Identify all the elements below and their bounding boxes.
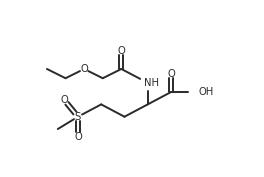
Text: O: O: [167, 69, 175, 79]
Text: O: O: [80, 64, 88, 74]
Text: NH: NH: [144, 78, 159, 88]
Text: OH: OH: [198, 87, 213, 97]
Text: S: S: [75, 112, 81, 122]
Text: O: O: [74, 132, 82, 142]
Text: O: O: [117, 45, 125, 56]
Text: O: O: [60, 95, 68, 105]
